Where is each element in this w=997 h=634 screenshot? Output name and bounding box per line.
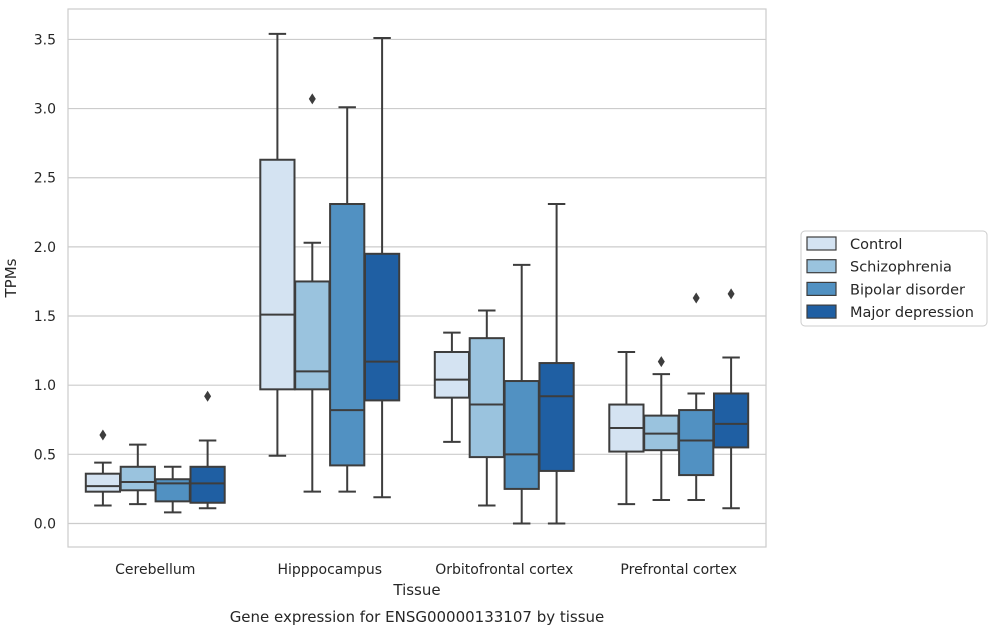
legend-label: Schizophrenia: [850, 260, 952, 276]
y-tick-label: 1.0: [34, 378, 56, 394]
x-tick-label: Cerebellum: [115, 562, 195, 578]
box: [329, 106, 366, 493]
box: [259, 32, 296, 457]
box: [712, 288, 750, 510]
box: [503, 263, 540, 525]
x-tick-label: Hipppocampus: [277, 562, 382, 578]
box: [538, 203, 575, 525]
box: [363, 37, 401, 499]
box-iqr: [119, 465, 156, 492]
legend-swatch: [806, 236, 837, 251]
y-tick-label: 0.0: [34, 516, 56, 532]
box-iqr: [189, 465, 226, 504]
x-axis-label: Tissue: [392, 581, 440, 599]
y-tick-label: 3.0: [34, 102, 56, 118]
y-tick-label: 1.5: [34, 309, 56, 325]
box-iqr: [678, 409, 715, 477]
legend-swatch: [806, 281, 837, 296]
x-tick-label: Prefrontal cortex: [620, 562, 737, 578]
legend: Control Schizophrenia Bipolar disorder Majo…: [800, 230, 988, 327]
legend-swatch: [806, 304, 837, 319]
y-tick-label: 2.0: [34, 240, 56, 256]
x-tick-label: Orbitofrontal cortex: [435, 562, 573, 578]
box-groups: [84, 32, 750, 525]
box: [84, 429, 122, 507]
box-iqr: [294, 280, 331, 391]
box-iqr: [433, 350, 471, 399]
y-axis-ticks: 0.0 0.5 1.0 1.5 2.0 2.5 3.0 3.5: [34, 32, 56, 532]
outlier-point: [727, 288, 735, 300]
box: [608, 350, 645, 506]
y-axis-label: TPMs: [2, 258, 20, 298]
legend-label: Control: [850, 237, 902, 253]
chart-caption: Gene expression for ENSG00000133107 by t…: [230, 608, 605, 626]
x-axis-ticks: Cerebellum Hipppocampus Orbitofrontal cort…: [115, 562, 737, 578]
box: [643, 356, 680, 501]
outlier-point: [657, 356, 665, 368]
gridlines: [68, 38, 766, 525]
box: [468, 309, 505, 507]
y-tick-label: 2.5: [34, 171, 56, 187]
box-iqr: [712, 392, 750, 449]
box-iqr: [84, 472, 122, 493]
y-tick-label: 0.5: [34, 447, 56, 463]
legend-swatch: [806, 259, 837, 274]
box-iqr: [363, 252, 401, 402]
box-iqr: [259, 158, 296, 391]
outlier-point: [99, 429, 107, 441]
box: [189, 390, 226, 510]
box-iqr: [503, 380, 540, 490]
outlier-point: [308, 93, 316, 105]
plot-area: [67, 8, 767, 548]
outlier-point: [204, 390, 212, 402]
box-iqr: [468, 337, 505, 459]
box-iqr: [538, 362, 575, 472]
legend-label: Major depression: [850, 305, 974, 321]
y-tick-label: 3.5: [34, 32, 56, 48]
legend-frame: [800, 230, 988, 327]
outlier-point: [692, 292, 700, 304]
box-iqr: [329, 203, 366, 467]
box: [294, 93, 331, 493]
legend-label: Bipolar disorder: [850, 282, 965, 298]
